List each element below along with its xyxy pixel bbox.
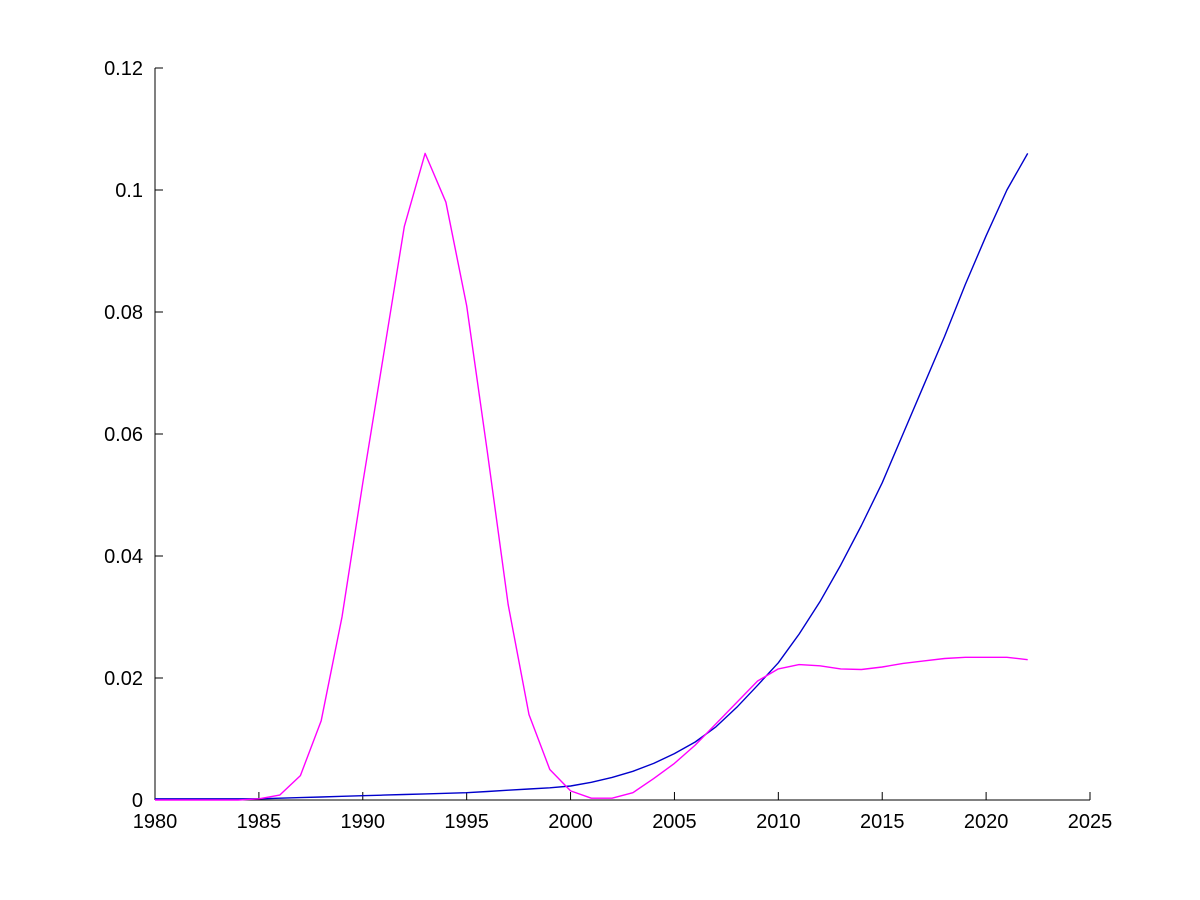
y-tick-label: 0.02 (104, 668, 143, 690)
x-tick-label: 2025 (1068, 811, 1113, 833)
y-tick-label: 0 (132, 790, 143, 812)
x-tick-label: 1980 (133, 811, 178, 833)
magenta-line (155, 152, 1028, 801)
x-tick-label: 2010 (756, 811, 801, 833)
x-tick-label: 1985 (237, 811, 282, 833)
x-tick-label: 2000 (548, 811, 593, 833)
y-tick-label: 0.08 (104, 302, 143, 324)
y-tick-label: 0.12 (104, 58, 143, 80)
x-tick-label: 2020 (964, 811, 1009, 833)
blue-line (155, 153, 1029, 800)
y-tick-label: 0.06 (104, 424, 143, 446)
y-tick-label: 0.1 (115, 180, 143, 202)
x-tick-label: 1990 (341, 811, 386, 833)
y-tick-label: 0.04 (104, 546, 143, 568)
x-tick-label: 1995 (444, 811, 489, 833)
x-tick-label: 2015 (860, 811, 905, 833)
x-tick-label: 2005 (652, 811, 697, 833)
